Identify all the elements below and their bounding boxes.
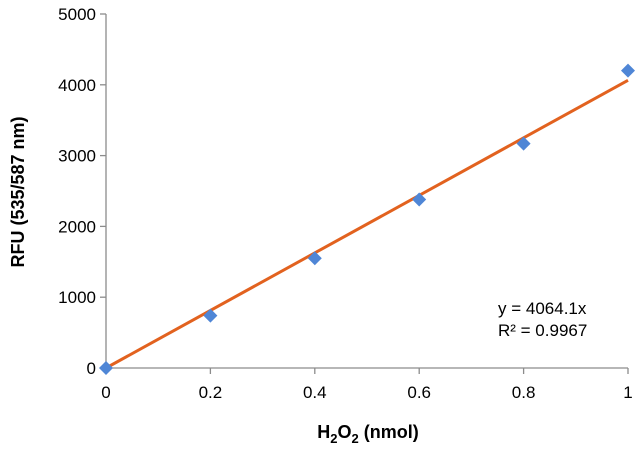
y-tick-label: 1000: [58, 288, 96, 307]
data-point: [621, 63, 635, 78]
data-point: [516, 136, 531, 151]
y-tick-label: 0: [87, 359, 96, 378]
data-points: [99, 63, 635, 375]
data-point: [99, 361, 113, 375]
x-tick-label: 0.2: [199, 383, 223, 402]
y-tick-label: 3000: [58, 147, 96, 166]
data-point: [203, 308, 218, 323]
data-point: [307, 251, 322, 266]
y-tick-label: 5000: [58, 5, 96, 24]
trendline-group: [105, 78, 629, 370]
trendline-r-squared: R² = 0.9967: [498, 321, 587, 340]
tick-labels: 0 1000 2000 3000 4000 5000 0 0.2 0.4 0.6 0.8 1: [58, 5, 633, 402]
x-axis-title: H2O2 (nmol): [317, 422, 418, 446]
x-tick-label: 0.4: [303, 383, 327, 402]
x-tick-label: 1: [623, 383, 632, 402]
axes: [100, 13, 629, 374]
x-tick-label: 0.6: [407, 383, 431, 402]
data-point: [412, 192, 427, 207]
x-tick-label: 0: [101, 383, 110, 402]
y-tick-label: 2000: [58, 217, 96, 236]
y-tick-label: 4000: [58, 76, 96, 95]
trendline-equation: y = 4064.1x: [498, 299, 587, 318]
trendline: [105, 78, 629, 370]
y-axis-title: RFU (535/587 nm): [8, 116, 28, 267]
x-tick-label: 0.8: [512, 383, 536, 402]
